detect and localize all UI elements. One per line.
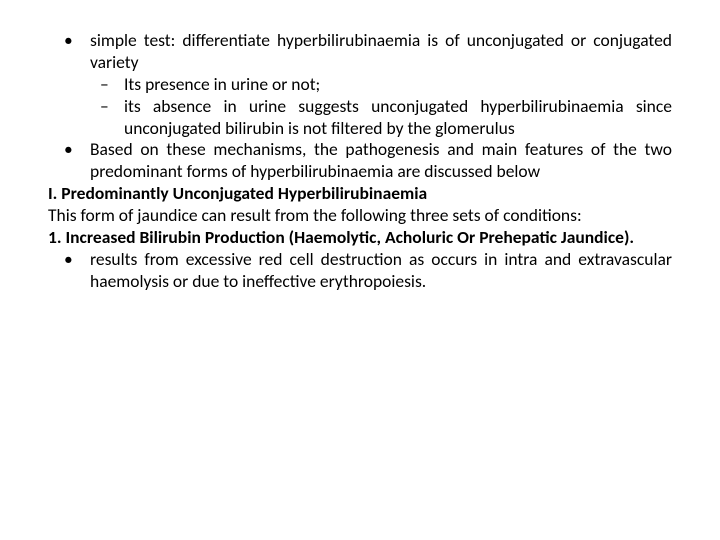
bullet-marker: •	[64, 139, 90, 183]
bullet-text: results from excessive red cell destruct…	[90, 249, 672, 293]
sub-bullet-text: Its presence in urine or not;	[124, 74, 672, 96]
sub-bullet-item: – Its presence in urine or not;	[100, 74, 672, 96]
paragraph: This form of jaundice can result from th…	[48, 205, 672, 227]
slide-content: • simple test: differentiate hyperbiliru…	[48, 30, 672, 293]
bullet-item: • simple test: differentiate hyperbiliru…	[64, 30, 672, 74]
sub-bullet-text: its absence in urine suggests unconjugat…	[124, 96, 672, 140]
bullet-text: simple test: differentiate hyperbilirubi…	[90, 30, 672, 74]
sub-bullet-marker: –	[100, 74, 124, 96]
sub-bullet-item: – its absence in urine suggests unconjug…	[100, 96, 672, 140]
bullet-text: Based on these mechanisms, the pathogene…	[90, 139, 672, 183]
bullet-marker: •	[64, 30, 90, 74]
sub-bullet-marker: –	[100, 96, 124, 140]
bullet-item: • results from excessive red cell destru…	[64, 249, 672, 293]
heading: I. Predominantly Unconjugated Hyperbilir…	[48, 183, 672, 205]
bullet-item: • Based on these mechanisms, the pathoge…	[64, 139, 672, 183]
heading: 1. Increased Bilirubin Production (Haemo…	[48, 227, 672, 249]
bullet-marker: •	[64, 249, 90, 293]
